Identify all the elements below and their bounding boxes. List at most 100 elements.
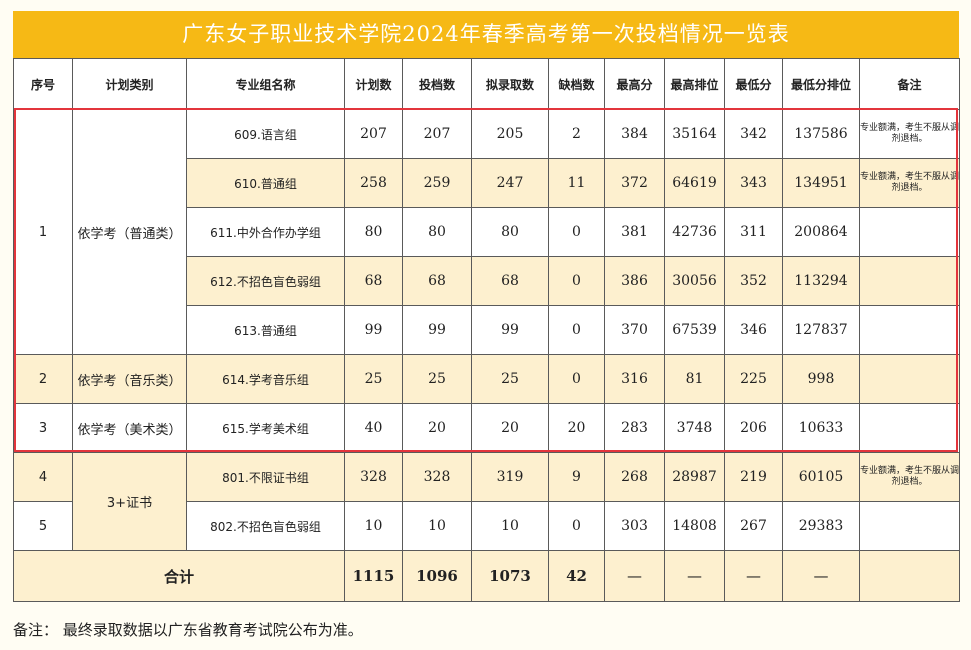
seq-cell: 2 bbox=[13, 354, 73, 404]
header-filed: 投档数 bbox=[402, 58, 472, 110]
filed-cell: 259 bbox=[402, 158, 472, 208]
header-note: 备注 bbox=[859, 58, 960, 110]
header-admit: 拟录取数 bbox=[471, 58, 549, 110]
category-cell: 依学考（普通类） bbox=[72, 109, 187, 355]
admit-cell: 10 bbox=[471, 501, 549, 551]
group-name-cell: 609.语言组 bbox=[186, 109, 345, 159]
filed-cell: 20 bbox=[402, 403, 472, 453]
filed-cell: 25 bbox=[402, 354, 472, 404]
category-cell: 依学考（美术类） bbox=[72, 403, 187, 453]
min-cell: 225 bbox=[724, 354, 783, 404]
total-label: 合计 bbox=[13, 550, 345, 602]
table-row: 2 依学考（音乐类） 614.学考音乐组 25 25 25 0 316 81 2… bbox=[13, 354, 960, 404]
plan-cell: 99 bbox=[344, 305, 403, 355]
total-admit: 1073 bbox=[471, 550, 549, 602]
min-rank-cell: 134951 bbox=[782, 158, 860, 208]
group-name-cell: 613.普通组 bbox=[186, 305, 345, 355]
note-cell bbox=[859, 403, 960, 453]
group-name-cell: 612.不招色盲色弱组 bbox=[186, 256, 345, 306]
table-row: 4 3+证书 801.不限证书组 328 328 319 9 268 28987… bbox=[13, 452, 960, 551]
short-cell: 20 bbox=[548, 403, 605, 453]
header-max: 最高分 bbox=[604, 58, 665, 110]
header-row: 序号 计划类别 专业组名称 计划数 投档数 拟录取数 缺档数 最高分 最高排位 … bbox=[13, 58, 960, 110]
short-cell: 0 bbox=[548, 501, 605, 551]
min-cell: 206 bbox=[724, 403, 783, 453]
short-cell: 0 bbox=[548, 354, 605, 404]
note-cell bbox=[859, 256, 960, 306]
min-rank-cell: 137586 bbox=[782, 109, 860, 159]
total-note bbox=[859, 550, 960, 602]
min-rank-cell: 113294 bbox=[782, 256, 860, 306]
seq-cell: 1 bbox=[13, 109, 73, 355]
admit-cell: 20 bbox=[471, 403, 549, 453]
max-rank-cell: 14808 bbox=[664, 501, 725, 551]
min-rank-cell: 200864 bbox=[782, 207, 860, 257]
max-cell: 283 bbox=[604, 403, 665, 453]
max-rank-cell: 28987 bbox=[664, 452, 725, 502]
min-cell: 219 bbox=[724, 452, 783, 502]
admit-cell: 80 bbox=[471, 207, 549, 257]
admission-table: 序号 计划类别 专业组名称 计划数 投档数 拟录取数 缺档数 最高分 最高排位 … bbox=[13, 58, 960, 602]
footnote: 备注： 最终录取数据以广东省教育考试院公布为准。 bbox=[13, 621, 363, 639]
group-name-cell: 801.不限证书组 bbox=[186, 452, 345, 502]
plan-cell: 40 bbox=[344, 403, 403, 453]
max-rank-cell: 64619 bbox=[664, 158, 725, 208]
max-rank-cell: 35164 bbox=[664, 109, 725, 159]
max-cell: 384 bbox=[604, 109, 665, 159]
total-plan: 1115 bbox=[344, 550, 403, 602]
filed-cell: 68 bbox=[402, 256, 472, 306]
short-cell: 9 bbox=[548, 452, 605, 502]
table-row: 613.普通组 99 99 99 0 370 67539 346 127837 bbox=[14, 305, 960, 355]
min-cell: 311 bbox=[724, 207, 783, 257]
admit-cell: 247 bbox=[471, 158, 549, 208]
min-cell: 346 bbox=[724, 305, 783, 355]
filed-cell: 10 bbox=[402, 501, 472, 551]
total-short: 42 bbox=[548, 550, 605, 602]
max-cell: 386 bbox=[604, 256, 665, 306]
group-name-cell: 802.不招色盲色弱组 bbox=[186, 501, 345, 551]
note-cell: 专业额满，考生不服从调剂退档。 bbox=[859, 109, 960, 159]
short-cell: 0 bbox=[548, 256, 605, 306]
admit-cell: 68 bbox=[471, 256, 549, 306]
min-rank-cell: 60105 bbox=[782, 452, 860, 502]
note-cell bbox=[859, 354, 960, 404]
header-seq: 序号 bbox=[13, 58, 73, 110]
total-max-dash: — bbox=[604, 550, 665, 602]
max-rank-cell: 30056 bbox=[664, 256, 725, 306]
note-cell bbox=[859, 501, 960, 551]
max-rank-cell: 42736 bbox=[664, 207, 725, 257]
table-title: 广东女子职业技术学院2024年春季高考第一次投档情况一览表 bbox=[13, 11, 959, 58]
note-cell: 专业额满，考生不服从调剂退档。 bbox=[859, 452, 960, 502]
plan-cell: 328 bbox=[344, 452, 403, 502]
total-filed: 1096 bbox=[402, 550, 472, 602]
min-rank-cell: 10633 bbox=[782, 403, 860, 453]
admit-cell: 99 bbox=[471, 305, 549, 355]
min-rank-cell: 29383 bbox=[782, 501, 860, 551]
header-min: 最低分 bbox=[724, 58, 783, 110]
min-cell: 267 bbox=[724, 501, 783, 551]
max-cell: 303 bbox=[604, 501, 665, 551]
table-row: 3 依学考（美术类） 615.学考美术组 40 20 20 20 283 374… bbox=[13, 403, 960, 453]
header-max-rank: 最高排位 bbox=[664, 58, 725, 110]
plan-cell: 258 bbox=[344, 158, 403, 208]
min-cell: 352 bbox=[724, 256, 783, 306]
short-cell: 2 bbox=[548, 109, 605, 159]
min-rank-cell: 998 bbox=[782, 354, 860, 404]
max-rank-cell: 81 bbox=[664, 354, 725, 404]
total-min-dash: — bbox=[724, 550, 783, 602]
header-category: 计划类别 bbox=[72, 58, 187, 110]
filed-cell: 328 bbox=[402, 452, 472, 502]
plan-cell: 80 bbox=[344, 207, 403, 257]
max-cell: 372 bbox=[604, 158, 665, 208]
filed-cell: 80 bbox=[402, 207, 472, 257]
header-plan: 计划数 bbox=[344, 58, 403, 110]
seq-cell: 4 bbox=[13, 452, 73, 502]
header-min-rank: 最低分排位 bbox=[782, 58, 860, 110]
min-cell: 342 bbox=[724, 109, 783, 159]
total-min-rank-dash: — bbox=[782, 550, 860, 602]
short-cell: 0 bbox=[548, 207, 605, 257]
table-row: 612.不招色盲色弱组 68 68 68 0 386 30056 352 113… bbox=[14, 256, 960, 306]
total-row: 合计 1115 1096 1073 42 — — — — bbox=[13, 550, 960, 602]
max-cell: 316 bbox=[604, 354, 665, 404]
group-name-cell: 615.学考美术组 bbox=[186, 403, 345, 453]
